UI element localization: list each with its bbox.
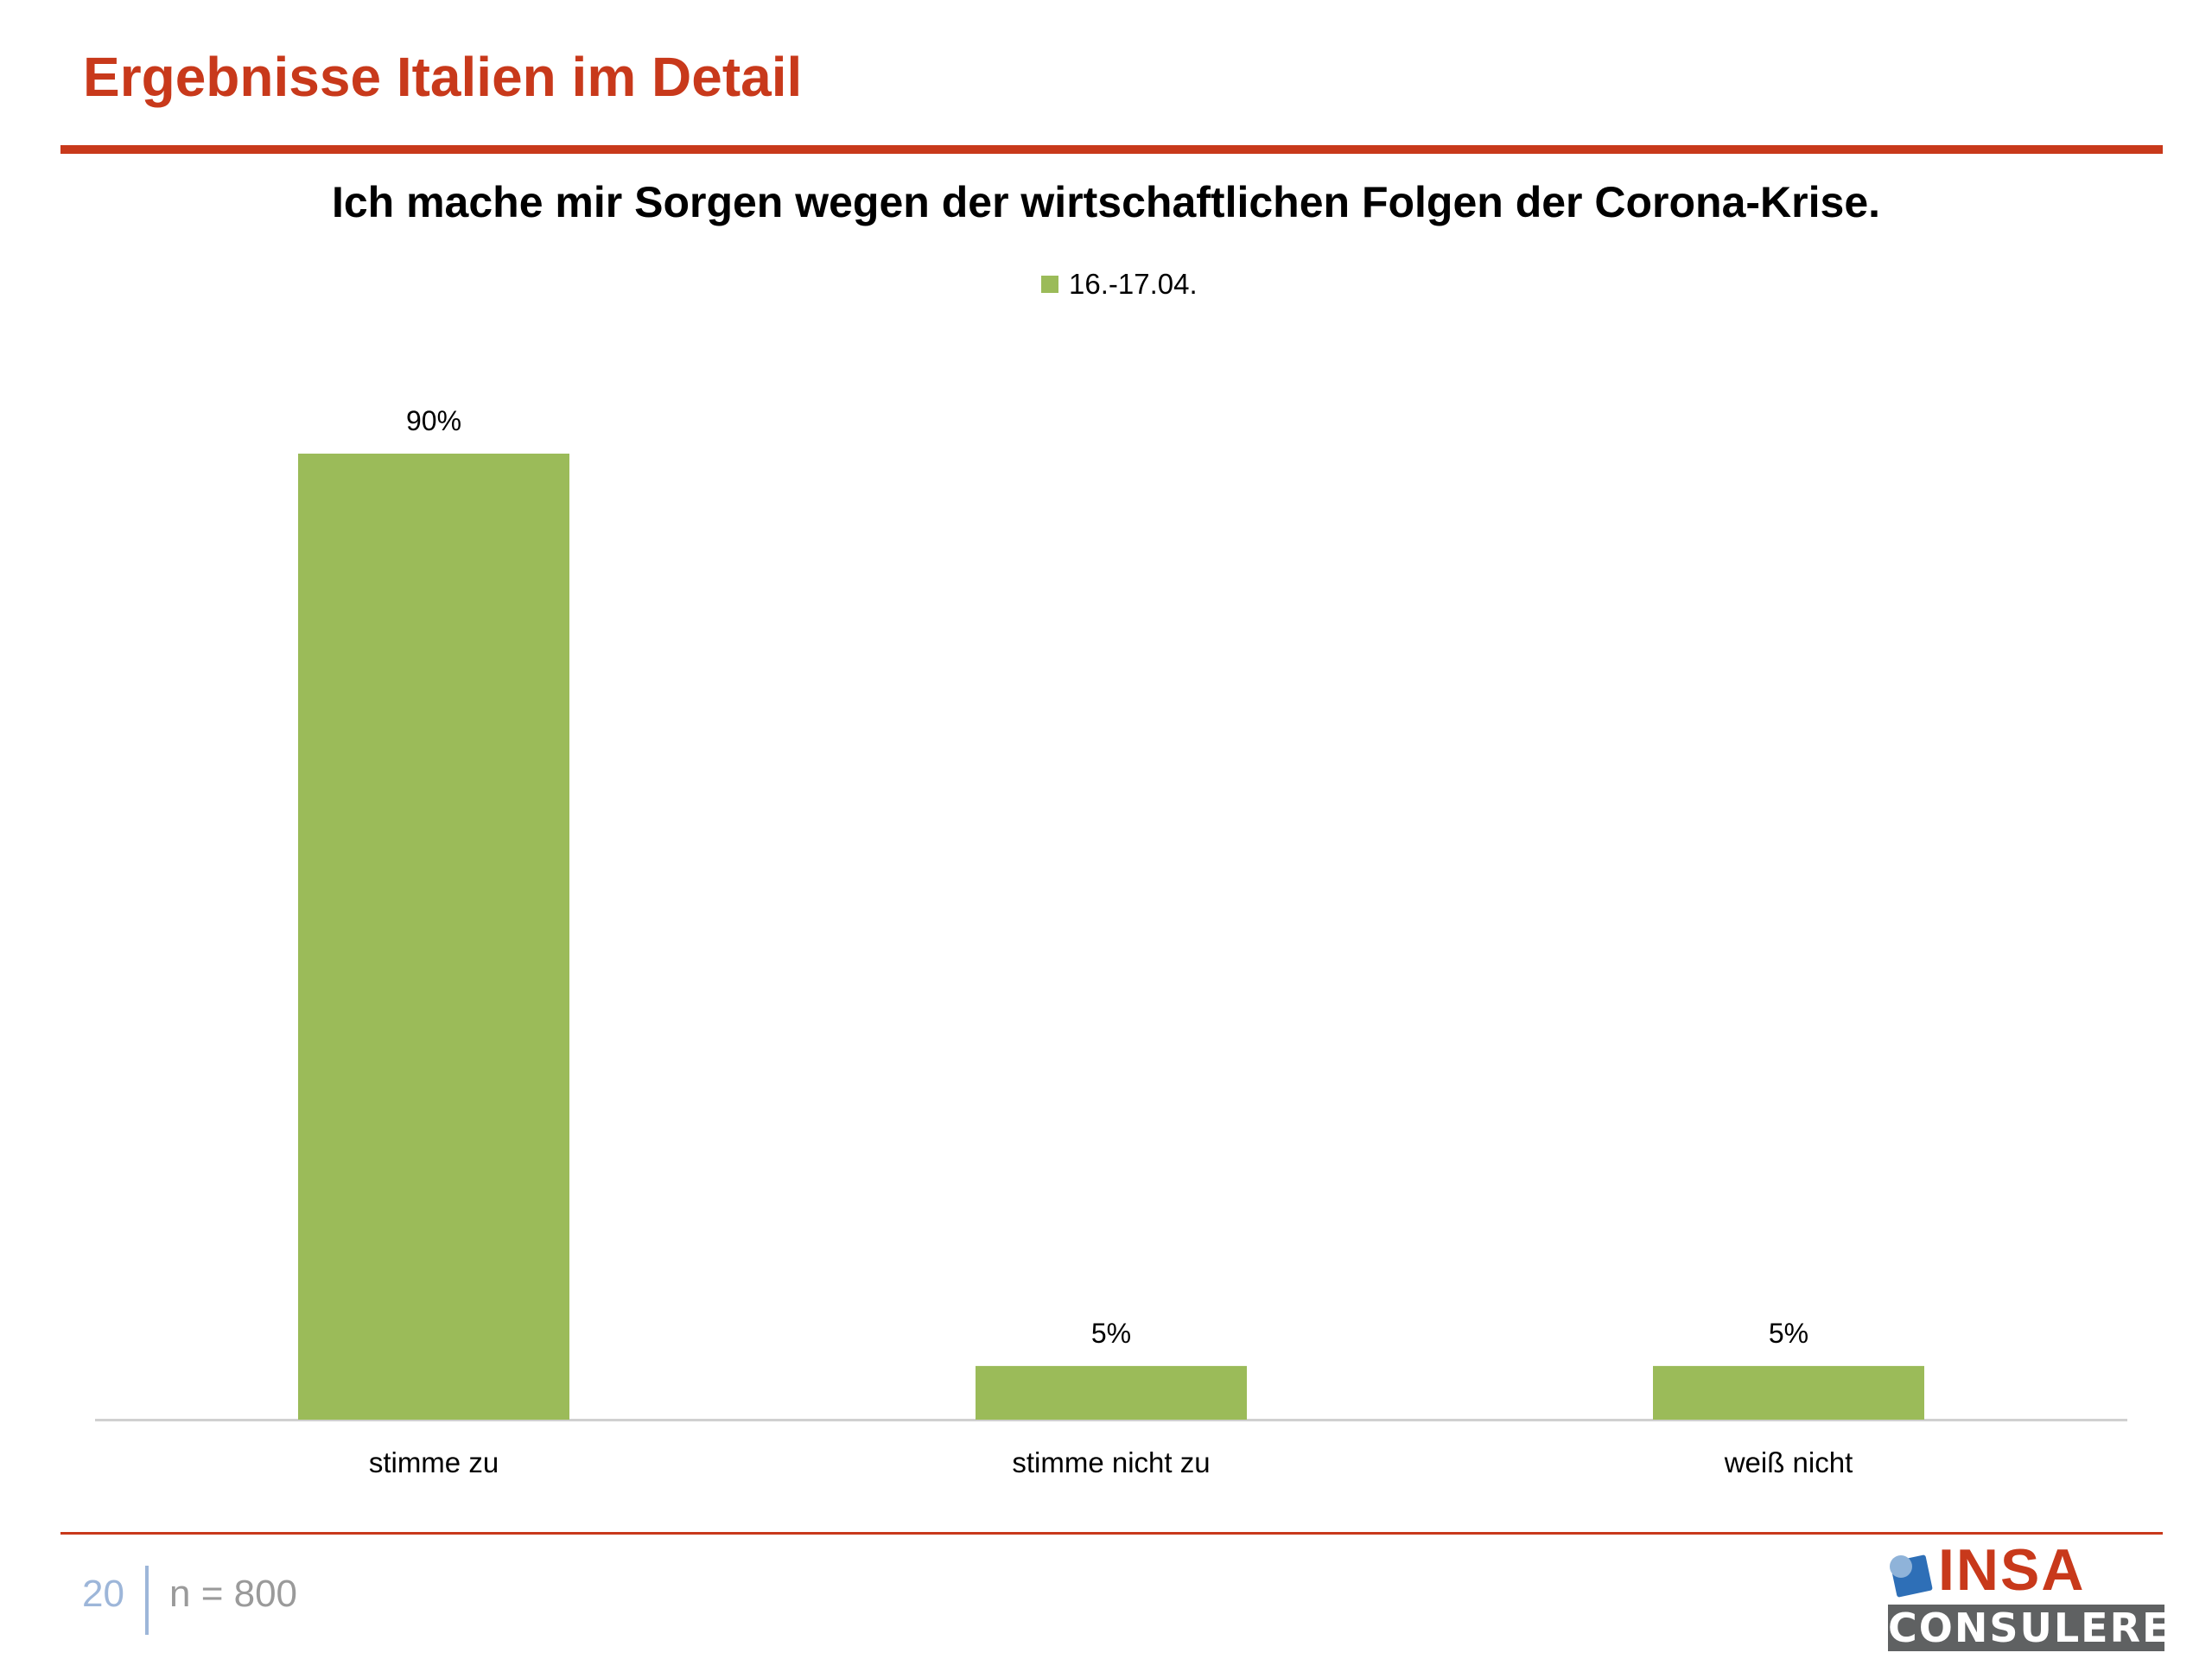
insa-consulere-logo: INSA CONSULERE: [1888, 1541, 2171, 1653]
logo-mark-icon: [1890, 1554, 1933, 1598]
title-divider: [60, 145, 2163, 154]
data-label: 90%: [406, 405, 461, 436]
bar: [976, 1365, 1247, 1420]
chart-legend: 16.-17.04.: [1041, 268, 1198, 301]
logo-bottom-text: CONSULERE: [1888, 1605, 2171, 1651]
footer-divider: [60, 1532, 2163, 1535]
bar: [1653, 1365, 1924, 1420]
slide-title: Ergebnisse Italien im Detail: [83, 46, 803, 108]
data-label: 5%: [1091, 1318, 1131, 1349]
legend-swatch: [1041, 276, 1058, 293]
logo-top-text: INSA: [1938, 1537, 2086, 1603]
category-label: stimme zu: [369, 1446, 499, 1478]
bar: [298, 454, 569, 1420]
legend-label: 16.-17.04.: [1069, 268, 1198, 300]
data-label: 5%: [1769, 1318, 1808, 1349]
footer-separator: [145, 1566, 149, 1635]
category-label: weiß nicht: [1724, 1446, 1853, 1478]
chart-title: Ich mache mir Sorgen wegen der wirtschaf…: [331, 178, 1881, 226]
category-label: stimme nicht zu: [1012, 1446, 1210, 1478]
page-number: 20: [82, 1573, 124, 1615]
sample-size-note: n = 800: [169, 1573, 298, 1615]
